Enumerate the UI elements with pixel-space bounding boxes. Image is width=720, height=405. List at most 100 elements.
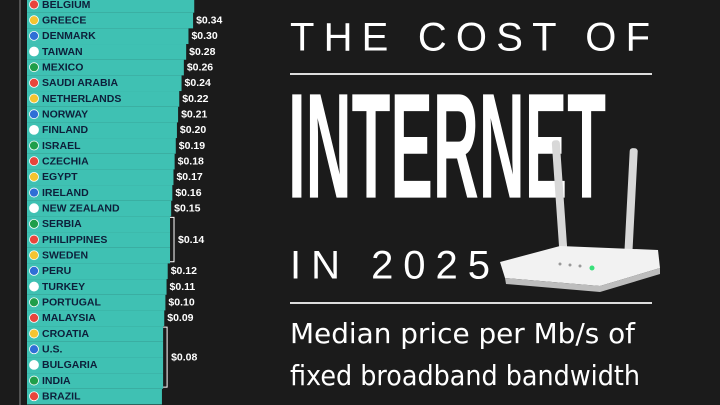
flag — [29, 109, 39, 120]
value-label: $0.22 — [182, 93, 208, 105]
group-bracket — [163, 326, 168, 388]
bar — [27, 232, 171, 248]
flag — [29, 15, 39, 26]
subtitle: fixed broadband bandwidth — [290, 359, 640, 392]
flag — [29, 77, 39, 88]
bar — [27, 294, 166, 311]
value-label: $0.19 — [179, 140, 205, 152]
value-label: $0.15 — [174, 202, 200, 214]
flag — [29, 344, 39, 355]
flag — [29, 46, 39, 57]
value-label: $0.16 — [175, 187, 201, 199]
category-label: CZECHIA — [42, 155, 89, 167]
category-label: IRELAND — [42, 187, 89, 199]
flag — [29, 124, 39, 135]
category-label: PORTUGAL — [42, 297, 102, 309]
bar — [27, 310, 165, 327]
category-label: NEW ZEALAND — [42, 202, 120, 214]
bar — [27, 75, 182, 92]
value-label: $0.10 — [168, 297, 194, 309]
value-label: $0.26 — [187, 61, 213, 73]
flag — [29, 140, 39, 151]
category-label: INDIA — [42, 375, 71, 387]
bar — [27, 247, 171, 264]
flag — [29, 312, 39, 323]
flag — [29, 62, 39, 73]
category-label: EGYPT — [42, 171, 78, 183]
category-label: SERBIA — [42, 218, 82, 230]
bar — [27, 91, 180, 107]
group-bracket — [170, 216, 175, 263]
flag — [29, 218, 39, 229]
value-label: $0.30 — [191, 30, 217, 42]
flag — [29, 375, 39, 386]
value-label: $0.28 — [189, 46, 215, 58]
bar — [27, 0, 195, 13]
value-label: $0.20 — [180, 124, 206, 136]
bar — [27, 153, 175, 170]
flag — [29, 187, 39, 198]
category-label: BELGIUM — [42, 0, 91, 11]
bar — [27, 138, 176, 154]
value-label: $0.12 — [171, 265, 197, 277]
flag — [29, 30, 39, 41]
category-label: BULGARIA — [42, 359, 98, 371]
flag — [29, 391, 39, 402]
category-label: NETHERLANDS — [42, 93, 121, 105]
flag — [29, 234, 39, 245]
subtitle: Median price per Mb/s of — [290, 317, 636, 350]
category-label: ISRAEL — [42, 140, 81, 152]
bar — [27, 185, 173, 201]
bar-chart: BELGIUM GREECE DENMARK TAIWAN MEXICO SAUDI AR… — [27, 0, 223, 405]
bar — [27, 169, 174, 186]
bar — [27, 200, 172, 217]
bar — [27, 122, 177, 139]
bar — [27, 341, 164, 358]
flag — [29, 0, 39, 10]
value-label: $0.09 — [167, 312, 193, 324]
category-label: SAUDI ARABIA — [42, 77, 118, 89]
value-label: $0.14 — [178, 234, 204, 246]
bar — [27, 279, 167, 295]
bar — [27, 216, 171, 233]
flag — [29, 281, 39, 292]
category-label: GREECE — [42, 14, 86, 26]
bar — [27, 263, 168, 280]
bar — [27, 357, 164, 374]
category-label: DENMARK — [42, 30, 96, 42]
value-label: $0.24 — [185, 77, 211, 89]
bar — [27, 326, 164, 342]
title-line: IN 2025 — [290, 244, 490, 288]
flag — [29, 360, 39, 370]
bar — [27, 373, 164, 389]
bar — [27, 388, 162, 405]
flag — [29, 156, 39, 167]
flag — [29, 250, 39, 261]
category-label: SWEDEN — [42, 250, 88, 262]
category-label: BRAZIL — [42, 391, 81, 403]
category-label: PERU — [42, 265, 71, 277]
value-label: $0.34 — [196, 14, 222, 26]
category-label: CROATIA — [42, 328, 89, 340]
value-label: $0.08 — [171, 351, 197, 363]
bar — [27, 59, 184, 76]
title-line: THE COST OF — [290, 16, 650, 60]
category-label: MEXICO — [42, 61, 83, 73]
flag — [29, 297, 39, 308]
router-illustration — [500, 140, 660, 292]
flag — [29, 203, 39, 214]
value-label: $0.18 — [178, 155, 204, 167]
value-label: $0.17 — [176, 171, 202, 183]
bar — [27, 12, 194, 29]
category-label: NORWAY — [42, 108, 88, 120]
bar — [27, 106, 179, 123]
flag — [29, 328, 39, 339]
flag — [29, 93, 39, 104]
category-label: FINLAND — [42, 124, 88, 136]
category-label: TAIWAN — [42, 46, 83, 58]
bar — [27, 28, 189, 45]
value-label: $0.11 — [170, 281, 196, 293]
flag — [29, 171, 39, 182]
flag — [29, 265, 39, 276]
